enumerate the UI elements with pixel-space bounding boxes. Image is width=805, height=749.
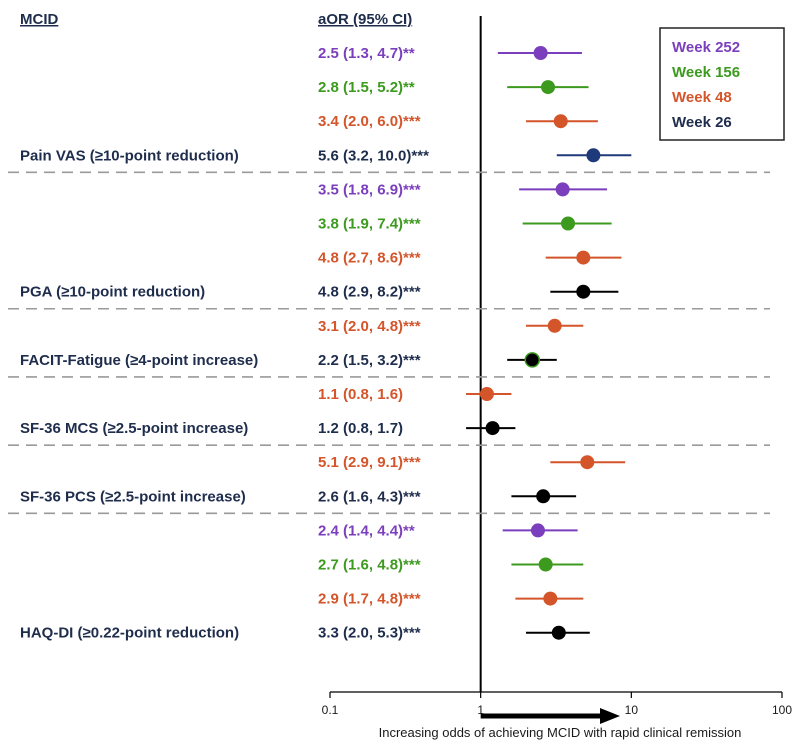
estimate-label: 5.6 (3.2, 10.0)***	[318, 147, 429, 164]
legend-entry: Week 156	[672, 64, 740, 81]
x-axis: 0.1 1 10 100	[322, 691, 792, 724]
point-estimate	[576, 284, 591, 299]
legend: Week 252 Week 156 Week 48 Week 26	[659, 27, 785, 141]
rows-layer: 2.5 (1.3, 4.7)** 2.8 (1.5, 5.2)** 3.4 (2.0…	[8, 16, 770, 692]
legend-entry: Week 48	[672, 89, 732, 106]
legend-entry: Week 252	[672, 39, 740, 56]
point-estimate	[561, 216, 576, 231]
measure-label: SF-36 PCS (≥2.5-point increase)	[20, 488, 246, 505]
x-tick-label: 1	[477, 703, 484, 717]
direction-arrow-head	[600, 708, 620, 724]
x-tick-label: 10	[625, 703, 639, 717]
point-estimate	[555, 182, 570, 197]
point-estimate	[543, 591, 558, 606]
point-estimate	[524, 352, 541, 368]
measure-label: HAQ-DI (≥0.22-point reduction)	[20, 625, 239, 642]
point-estimate	[538, 557, 553, 572]
measure-label: PGA (≥10-point reduction)	[20, 284, 205, 301]
estimate-label: 4.8 (2.7, 8.6)***	[318, 250, 421, 267]
point-estimate	[530, 523, 545, 538]
estimate-label: 1.1 (0.8, 1.6)	[318, 386, 403, 403]
legend-box	[659, 27, 785, 141]
estimate-label: 3.5 (1.8, 6.9)***	[318, 181, 421, 198]
estimate-label: 3.4 (2.0, 6.0)***	[318, 113, 421, 130]
estimate-label: 5.1 (2.9, 9.1)***	[318, 454, 421, 471]
point-estimate	[479, 387, 494, 401]
estimate-label: 2.7 (1.6, 4.8)***	[318, 557, 421, 574]
estimate-label: 2.5 (1.3, 4.7)**	[318, 45, 415, 62]
point-estimate	[580, 455, 595, 470]
estimate-label: 2.8 (1.5, 5.2)**	[318, 79, 415, 96]
point-estimate	[536, 489, 551, 504]
estimate-label: 2.2 (1.5, 3.2)***	[318, 352, 421, 369]
x-tick-label: 0.1	[322, 703, 339, 717]
mcid-column-header: MCID	[20, 11, 58, 28]
point-estimate	[551, 625, 566, 640]
estimate-label: 1.2 (0.8, 1.7)	[318, 420, 403, 437]
estimate-label: 3.1 (2.0, 4.8)***	[318, 318, 421, 335]
point-estimate	[541, 80, 556, 95]
point-estimate	[553, 114, 568, 129]
x-tick-label: 100	[772, 703, 792, 717]
estimate-label: 2.6 (1.6, 4.3)***	[318, 488, 421, 505]
x-axis-label: Increasing odds of achieving MCID with r…	[379, 725, 742, 740]
point-estimate	[586, 148, 601, 163]
estimate-label: 3.8 (1.9, 7.4)***	[318, 216, 421, 233]
measure-label: SF-36 MCS (≥2.5-point increase)	[20, 420, 248, 437]
estimate-label: 4.8 (2.9, 8.2)***	[318, 284, 421, 301]
measure-label: FACIT-Fatigue (≥4-point increase)	[20, 352, 258, 369]
point-estimate	[533, 46, 548, 60]
point-estimate	[485, 421, 500, 436]
point-estimate	[547, 318, 562, 333]
point-estimate	[576, 250, 591, 265]
measure-label: Pain VAS (≥10-point reduction)	[20, 147, 239, 164]
estimate-label: 2.4 (1.4, 4.4)**	[318, 522, 415, 539]
aor-column-header: aOR (95% CI)	[318, 11, 412, 28]
estimate-label: 2.9 (1.7, 4.8)***	[318, 591, 421, 608]
estimate-label: 3.3 (2.0, 5.3)***	[318, 625, 421, 642]
legend-entry: Week 26	[672, 114, 732, 131]
